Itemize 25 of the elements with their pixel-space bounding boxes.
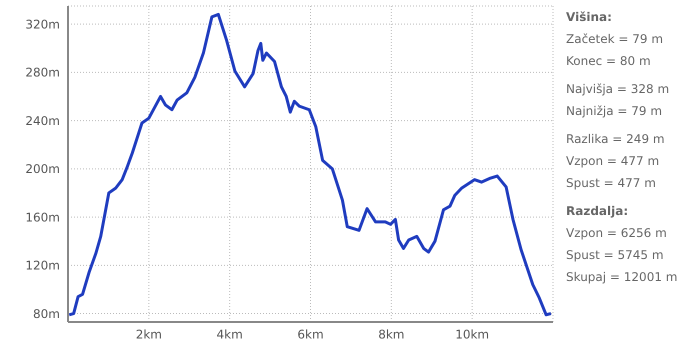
x-tick-label: 4km [216, 328, 243, 342]
y-tick-label: 320m [25, 17, 60, 32]
text: Spust = 5745 m [566, 247, 665, 264]
y-tick-label: 160m [25, 210, 60, 224]
x-tick-label: 6km [297, 328, 324, 342]
y-tick-label: 200m [25, 162, 60, 176]
x-tick-label: 8km [378, 328, 404, 342]
y-tick-label: 280m [25, 66, 60, 80]
text: Najvišja = 328 m [566, 81, 670, 98]
text: Vzpon = 477 m [566, 153, 660, 170]
line-series [68, 12, 552, 316]
text: Skupaj = 12001 m [566, 269, 678, 286]
y-tick-label: 240m [25, 114, 60, 128]
y-tick-label: 80m [33, 306, 60, 321]
text: Konec = 80 m [566, 53, 652, 70]
y-tick-label: 120m [25, 258, 60, 273]
x-tick-label: 2km [136, 328, 162, 342]
text: Najnižja = 79 m [566, 103, 664, 120]
text: Razlika = 249 m [566, 131, 666, 148]
x-tick-label: 10km [455, 328, 490, 342]
text: Spust = 477 m [566, 175, 657, 192]
text: Razdalja: [566, 203, 630, 220]
text: Višina: [566, 9, 613, 26]
text: Vzpon = 6256 m [566, 225, 668, 242]
text: Začetek = 79 m [566, 31, 664, 48]
